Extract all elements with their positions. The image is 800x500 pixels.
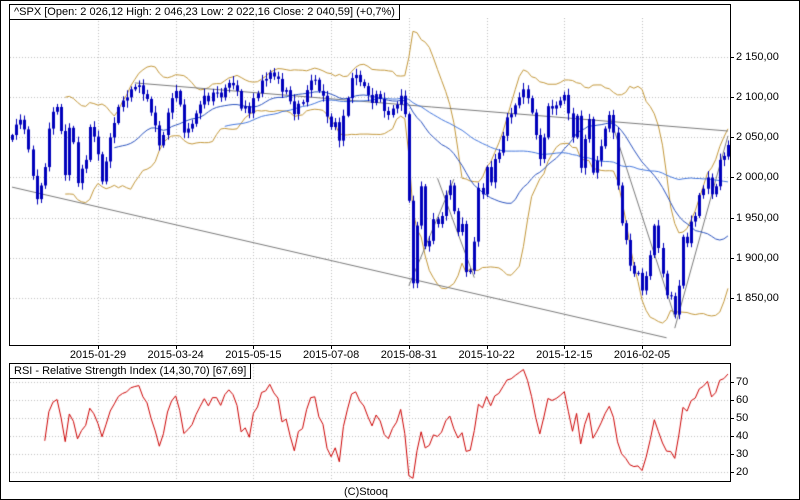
price-axis-label: 1 850,00 <box>736 291 779 304</box>
price-axis-tick <box>731 57 734 58</box>
date-axis-label: 2015-07-08 <box>302 349 360 361</box>
date-axis-tick <box>253 346 254 349</box>
rsi-header: RSI - Relative Strength Index (14,30,70)… <box>9 363 252 379</box>
price-axis-label: 2 100,00 <box>736 91 779 104</box>
rsi-axis-label: 20 <box>736 466 749 478</box>
date-axis-tick <box>331 346 332 349</box>
date-axis-label: 2015-03-24 <box>147 349 204 361</box>
rsi-axis-label: 50 <box>736 412 749 424</box>
date-axis-tick <box>176 346 177 349</box>
date-axis-tick <box>642 346 643 349</box>
date-axis-label: 2015-12-15 <box>536 349 593 361</box>
price-chart-canvas <box>10 18 730 345</box>
date-axis-label: 2016-02-05 <box>613 349 671 361</box>
rsi-axis-tick <box>731 454 734 455</box>
price-panel: ^SPX [Open: 2 026,12 High: 2 046,23 Low:… <box>9 4 731 346</box>
price-axis-label: 1 900,00 <box>736 251 779 264</box>
date-axis-tick <box>564 346 565 349</box>
price-axis-tick <box>731 177 734 178</box>
rsi-axis-tick <box>731 472 734 473</box>
rsi-axis-label: 40 <box>736 430 749 442</box>
price-axis-label: 2 150,00 <box>736 51 779 64</box>
date-axis-tick <box>409 346 410 349</box>
quote-header-text: ^SPX [Open: 2 026,12 High: 2 046,23 Low:… <box>14 6 395 18</box>
rsi-header-text: RSI - Relative Strength Index (14,30,70)… <box>14 365 247 377</box>
date-axis-tick <box>98 346 99 349</box>
date-axis-label: 2015-01-29 <box>69 349 127 361</box>
copyright-label: (C)Stooq <box>343 486 389 498</box>
rsi-axis-label: 30 <box>736 448 749 460</box>
rsi-axis-tick <box>731 400 734 401</box>
price-axis-label: 2 050,00 <box>736 131 779 144</box>
rsi-axis-label: 60 <box>736 394 749 406</box>
price-axis-label: 1 950,00 <box>736 211 779 224</box>
date-axis-label: 2015-10-22 <box>458 349 515 361</box>
rsi-axis-tick <box>731 418 734 419</box>
rsi-panel: RSI - Relative Strength Index (14,30,70)… <box>9 363 731 482</box>
rsi-chart-canvas <box>10 364 730 481</box>
price-axis-label: 2 000,00 <box>736 171 779 184</box>
price-axis-tick <box>731 97 734 98</box>
rsi-axis-tick <box>731 382 734 383</box>
price-axis-tick <box>731 258 734 259</box>
quote-header: ^SPX [Open: 2 026,12 High: 2 046,23 Low:… <box>9 4 400 20</box>
date-axis-label: 2015-05-15 <box>225 349 282 361</box>
price-axis-tick <box>731 298 734 299</box>
rsi-axis-label: 70 <box>736 376 749 388</box>
price-axis-tick <box>731 137 734 138</box>
rsi-axis-tick <box>731 436 734 437</box>
price-axis-tick <box>731 218 734 219</box>
date-axis-tick <box>487 346 488 349</box>
date-axis-label: 2015-08-31 <box>380 349 437 361</box>
